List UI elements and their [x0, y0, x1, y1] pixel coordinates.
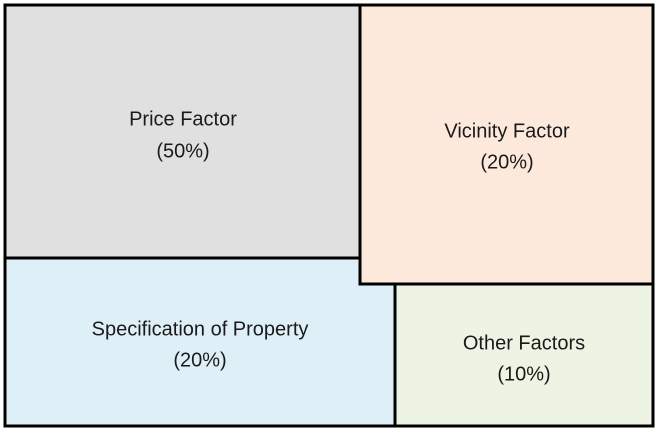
node-share: (10%): [497, 363, 550, 385]
node-label: Specification of Property: [92, 318, 309, 340]
other-box: [393, 282, 655, 428]
node-label: Other Factors: [463, 332, 585, 354]
node-share: (20%): [173, 349, 226, 371]
price-box: [3, 3, 362, 260]
node-label: Vicinity Factor: [444, 120, 570, 142]
specification-box: [3, 256, 397, 428]
node-label: Price Factor: [129, 108, 237, 130]
node-share: (50%): [156, 140, 209, 162]
vicinity-box: [358, 3, 655, 286]
node-share: (20%): [480, 151, 533, 173]
